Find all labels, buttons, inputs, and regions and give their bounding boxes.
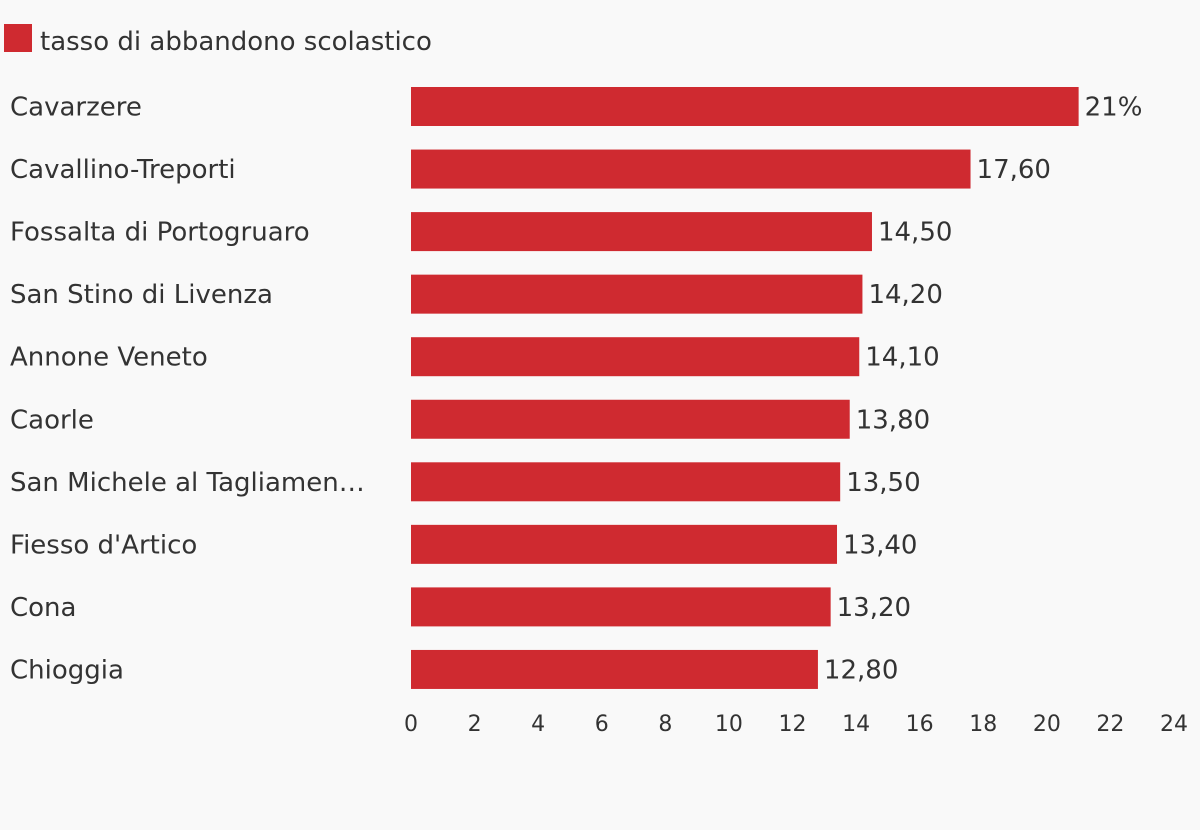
category-label: Fiesso d'Artico (10, 530, 197, 560)
value-label: 13,50 (846, 468, 920, 498)
category-labels: Cavarzere Cavallino-Treporti Fossalta di P… (10, 93, 365, 686)
value-label: 17,60 (977, 155, 1051, 185)
bar (411, 587, 831, 627)
x-tick-label: 16 (906, 712, 934, 737)
category-label: San Stino di Livenza (10, 280, 273, 310)
x-tick-label: 20 (1033, 712, 1061, 737)
category-label: Annone Veneto (10, 343, 208, 373)
bars (411, 87, 1079, 689)
x-tick-label: 0 (404, 712, 418, 737)
x-tick-label: 2 (468, 712, 482, 737)
category-label: Chioggia (10, 655, 124, 685)
value-label: 13,80 (856, 405, 930, 435)
x-tick-label: 24 (1160, 712, 1188, 737)
x-tick-label: 10 (715, 712, 743, 737)
x-tick-label: 14 (842, 712, 870, 737)
x-tick-label: 18 (969, 712, 997, 737)
category-label: Cavarzere (10, 93, 142, 123)
x-tick-label: 4 (531, 712, 545, 737)
bar (411, 212, 872, 252)
bar (411, 462, 841, 502)
legend-swatch (4, 24, 32, 52)
category-label: Cona (10, 593, 76, 623)
bar (411, 149, 971, 189)
x-tick-label: 6 (595, 712, 609, 737)
bar (411, 87, 1079, 126)
value-label: 21% (1085, 93, 1143, 123)
x-tick-label: 8 (658, 712, 672, 737)
legend-label: tasso di abbandono scolastico (40, 27, 432, 57)
value-label: 12,80 (824, 655, 898, 685)
value-label: 13,40 (843, 530, 917, 560)
category-label: Fossalta di Portogruaro (10, 218, 310, 248)
x-axis-tick-labels: 0 2 4 6 8 10 12 14 16 18 20 22 24 (404, 712, 1188, 737)
bar (411, 337, 860, 377)
bar (411, 399, 850, 439)
legend: tasso di abbandono scolastico (4, 24, 432, 57)
category-label: Caorle (10, 405, 94, 435)
x-tick-label: 12 (779, 712, 807, 737)
bar (411, 274, 863, 314)
value-label: 14,50 (878, 218, 952, 248)
value-label: 14,10 (865, 343, 939, 373)
bar (411, 524, 838, 564)
value-label: 14,20 (868, 280, 942, 310)
category-label: Cavallino-Treporti (10, 155, 236, 185)
category-label: San Michele al Tagliamen… (10, 468, 365, 498)
x-tick-label: 22 (1096, 712, 1124, 737)
bar (411, 649, 818, 689)
value-labels: 21% 17,60 14,50 14,20 14,10 13,80 13,50 13,40 13… (824, 93, 1142, 686)
value-label: 13,20 (837, 593, 911, 623)
